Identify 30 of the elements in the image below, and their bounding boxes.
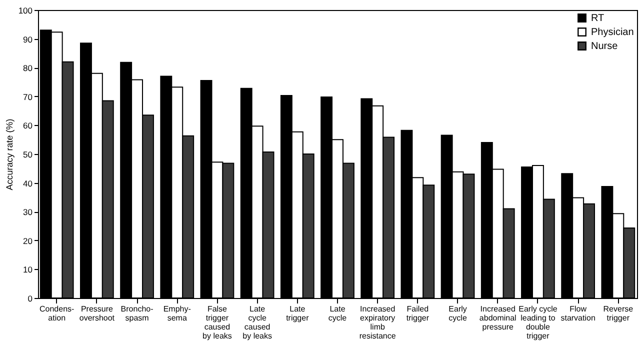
x-tick-label: Early cycle xyxy=(448,304,468,322)
y-tick-label: 40 xyxy=(23,178,33,188)
x-tick-label: Late trigger xyxy=(286,304,310,322)
y-tick-label: 100 xyxy=(18,6,33,16)
y-axis-title: Accuracy rate (%) xyxy=(4,118,14,190)
x-tick-label: Increased abdominal pressure xyxy=(479,304,517,332)
x-tick-label: Condens- ation xyxy=(40,304,75,322)
x-tick-label: Early cycle leading to double trigger xyxy=(518,304,558,340)
y-tick-label: 10 xyxy=(23,264,33,275)
x-tick-label: Reverse trigger xyxy=(603,304,634,322)
x-tick-label: Flow starvation xyxy=(560,304,596,322)
y-tick-label: 50 xyxy=(23,150,33,160)
x-tick-label: Late cycle xyxy=(328,304,348,322)
x-tick-label: False trigger caused by leaks xyxy=(202,304,232,340)
y-tick-label: 20 xyxy=(23,236,33,246)
x-tick-label: Failed trigger xyxy=(406,304,430,322)
y-tick-label: 80 xyxy=(23,63,33,74)
x-tick-label: Increased expiratory limb resistance xyxy=(359,304,396,340)
x-tick-label: Late cycle caused by leaks xyxy=(242,304,272,340)
y-tick-label: 60 xyxy=(23,120,33,131)
y-tick-label: 30 xyxy=(23,207,33,218)
x-tick-label: Broncho- spasm xyxy=(120,304,154,322)
y-tick-label: 90 xyxy=(23,34,33,44)
x-tick-label: Pressure overshoot xyxy=(79,304,116,322)
legend-label: RT xyxy=(591,13,604,24)
x-tick-label: Emphy- sema xyxy=(163,304,192,322)
y-tick-label: 70 xyxy=(23,92,33,102)
legend-label: Physician xyxy=(591,27,634,38)
y-tick-label: 0 xyxy=(28,294,33,304)
legend-label: Nurse xyxy=(591,41,618,52)
